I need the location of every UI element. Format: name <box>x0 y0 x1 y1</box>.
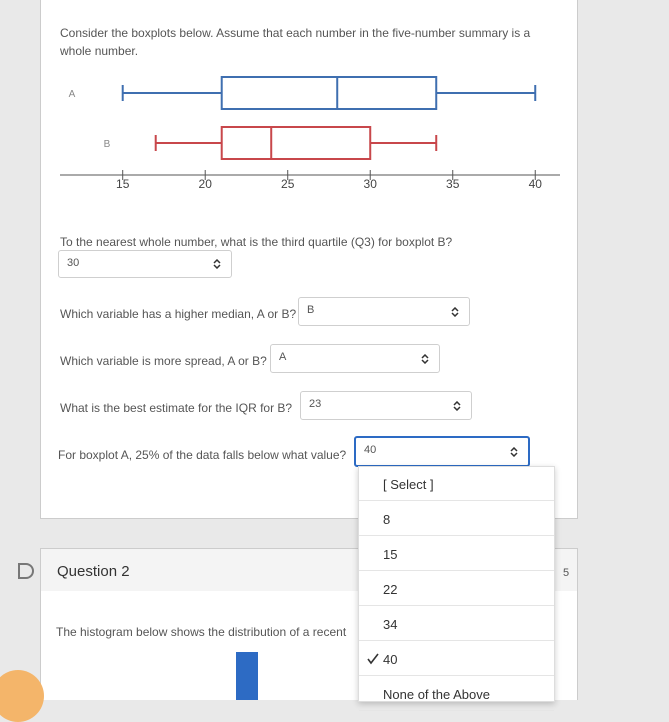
box <box>220 126 372 160</box>
box <box>220 76 438 110</box>
option-text: 22 <box>383 582 398 597</box>
chevron <box>421 353 429 364</box>
histogram-bar <box>236 652 258 700</box>
option-text: 34 <box>383 617 398 632</box>
question-prompt: To the nearest whole number, what is the… <box>60 235 453 249</box>
answer-select[interactable]: A <box>270 344 440 373</box>
answer-select[interactable]: 23 <box>300 391 472 420</box>
check-icon <box>367 653 379 665</box>
dropdown-option[interactable]: [ Select ] <box>359 467 554 501</box>
flag-icon <box>18 563 34 579</box>
x-tick-label: 30 <box>364 177 378 191</box>
option-text: 8 <box>383 512 391 527</box>
answer-select[interactable]: 40 <box>354 436 530 467</box>
question-prompt: Which variable has a higher median, A or… <box>60 307 297 321</box>
question-text: The histogram below shows the distributi… <box>56 625 347 639</box>
chevron <box>510 446 518 457</box>
page: {"intro": "Consider the boxplots below. … <box>0 0 578 722</box>
question-prompt: Which variable is more spread, A or B? <box>60 354 267 368</box>
series-label: A <box>69 89 76 100</box>
answer-select[interactable]: B <box>298 297 470 326</box>
dropdown-option[interactable]: 15 <box>359 537 554 571</box>
dropdown-option[interactable]: None of the Above <box>359 677 554 711</box>
series-label: B <box>104 139 111 150</box>
chevron <box>453 400 461 411</box>
dropdown-option[interactable]: 22 <box>359 572 554 606</box>
chevron <box>213 259 221 269</box>
question-prompt: For boxplot A, 25% of the data falls bel… <box>58 448 347 462</box>
answer: 30 <box>67 257 80 269</box>
boxplot: 15 20 25 30 35 40 A B <box>60 76 560 191</box>
dropdown-option[interactable]: 40 <box>359 642 554 676</box>
option-text: [ Select ] <box>383 477 434 492</box>
dropdown-option[interactable]: 8 <box>359 502 554 536</box>
option-text: 15 <box>383 547 398 562</box>
points: 5 <box>563 567 570 579</box>
x-tick-label: 20 <box>199 177 213 191</box>
option-text: 40 <box>383 652 398 667</box>
answer-select[interactable]: 30 <box>58 250 232 278</box>
dropdown-list: [ Select ] 8 15 22 34 40 None of the Above <box>358 466 555 711</box>
intro-text: Consider the boxplots below. Assume that… <box>60 26 531 58</box>
answer: 23 <box>309 398 322 410</box>
option-text: None of the Above <box>383 687 490 702</box>
answer: A <box>279 351 287 363</box>
dropdown-option[interactable]: 34 <box>359 607 554 641</box>
x-tick-label: 25 <box>281 177 295 191</box>
x-tick-label: 40 <box>529 177 543 191</box>
answer: B <box>307 304 315 316</box>
question-prompt: What is the best estimate for the IQR fo… <box>60 401 293 415</box>
x-tick-label: 35 <box>446 177 460 191</box>
chevron <box>451 306 459 317</box>
x-tick-label: 15 <box>116 177 130 191</box>
answer: 40 <box>364 444 377 456</box>
photo-glare <box>0 670 44 722</box>
question-title: Question 2 <box>57 563 130 580</box>
